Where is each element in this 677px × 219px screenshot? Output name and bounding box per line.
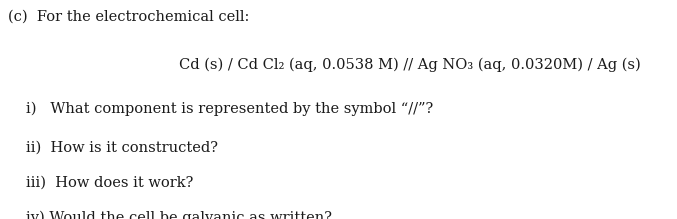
Text: ii)  How is it constructed?: ii) How is it constructed?: [26, 140, 218, 154]
Text: (c)  For the electrochemical cell:: (c) For the electrochemical cell:: [8, 10, 250, 24]
Text: iv) Would the cell be galvanic as written?: iv) Would the cell be galvanic as writte…: [26, 210, 332, 219]
Text: Cd (s) / Cd Cl₂ (aq, 0.0538 M) // Ag NO₃ (aq, 0.0320M) / Ag (s): Cd (s) / Cd Cl₂ (aq, 0.0538 M) // Ag NO₃…: [179, 58, 641, 72]
Text: iii)  How does it work?: iii) How does it work?: [26, 175, 193, 189]
Text: i)   What component is represented by the symbol “//”?: i) What component is represented by the …: [26, 102, 433, 116]
